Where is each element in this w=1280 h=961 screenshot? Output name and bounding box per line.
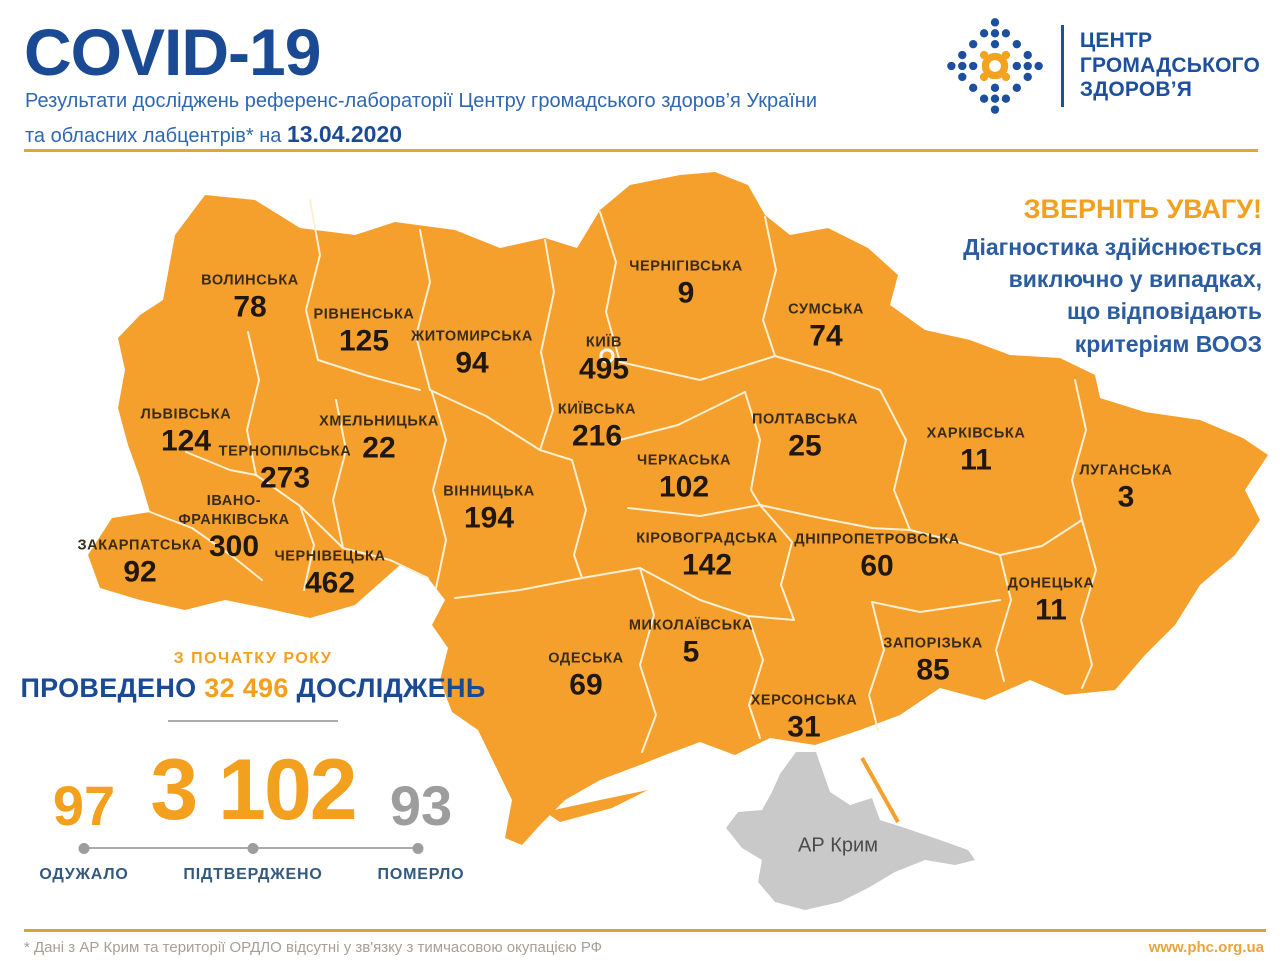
timeline-dot-died [412, 842, 424, 854]
page-title: COVID-19 [24, 15, 321, 89]
logo-line-1: ЦЕНТР [1079, 29, 1153, 53]
notice-line-1: Діагностика здійснюється [963, 234, 1262, 260]
subtitle-line1: Результати досліджень референс-лаборатор… [25, 90, 817, 112]
oblast-borders [149, 199, 1097, 753]
notice-line-3: що відповідають [1066, 298, 1262, 325]
stats-block: З ПОЧАТКУ РОКУ ПРОВЕДЕНО 32 496 ДОСЛІДЖЕ… [18, 650, 488, 884]
stats-timeline [18, 842, 488, 854]
kinburn-spit-shape [545, 790, 648, 822]
report-date: 13.04.2020 [286, 121, 403, 147]
subtitle-line2: та обласних лабцентрів* на [25, 125, 282, 147]
footer-divider [24, 929, 1266, 932]
footer-note: * Дані з АР Крим та території ОРДЛО відс… [24, 939, 603, 956]
tests-summary: ПРОВЕДЕНО 32 496 ДОСЛІДЖЕНЬ [18, 673, 488, 704]
stats-values-row: 97 3 102 93 [18, 742, 488, 838]
stats-divider [168, 720, 338, 722]
crimea-label: АР Крим [798, 834, 878, 857]
notice-line-4: критеріям ВООЗ [1074, 330, 1262, 357]
notice-title: ЗВЕРНІТЬ УВАГУ! [1023, 194, 1262, 224]
stats-labels-row: ОДУЖАЛО ПІДТВЕРДЖЕНО ПОМЕРЛО [18, 866, 488, 884]
logo-line-3: ЗДОРОВ’Я [1079, 78, 1193, 102]
died-count: 93 [389, 773, 453, 837]
ukraine-mainland-shape [88, 172, 1268, 845]
logo-divider [1060, 25, 1064, 107]
timeline-dot-recovered [78, 842, 90, 854]
timeline-dot-confirmed [247, 842, 259, 854]
recovered-label: ОДУЖАЛО [39, 865, 129, 883]
stats-period-label: З ПОЧАТКУ РОКУ [173, 650, 333, 667]
phc-website-link[interactable]: www.phc.org.ua [1148, 939, 1264, 956]
died-label: ПОМЕРЛО [377, 865, 465, 883]
recovered-count: 97 [52, 773, 116, 837]
confirmed-label: ПІДТВЕРДЖЕНО [183, 865, 323, 883]
phc-logo: ЦЕНТР ГРОМАДСЬКОГО ЗДОРОВ’Я [945, 16, 1260, 116]
header-divider [24, 149, 1258, 152]
tests-suffix: ДОСЛІДЖЕНЬ [296, 673, 486, 703]
notice-line-2: виключно у випадках, [1008, 266, 1262, 293]
logo-text: ЦЕНТР ГРОМАДСЬКОГО ЗДОРОВ’Я [1080, 29, 1260, 103]
logo-line-2: ГРОМАДСЬКОГО [1079, 53, 1260, 77]
tests-count: 32 496 [204, 673, 289, 703]
tests-prefix: ПРОВЕДЕНО [20, 673, 197, 703]
notice-block: ЗВЕРНІТЬ УВАГУ! Діагностика здійснюється… [922, 194, 1262, 360]
crimea-shape [726, 752, 975, 910]
subtitle: Результати досліджень референс-лаборатор… [25, 86, 817, 153]
confirmed-count: 3 102 [150, 742, 357, 838]
ukraine-map [88, 172, 1268, 910]
phc-logo-icon [947, 18, 1043, 114]
arabat-spit-shape [860, 757, 900, 823]
